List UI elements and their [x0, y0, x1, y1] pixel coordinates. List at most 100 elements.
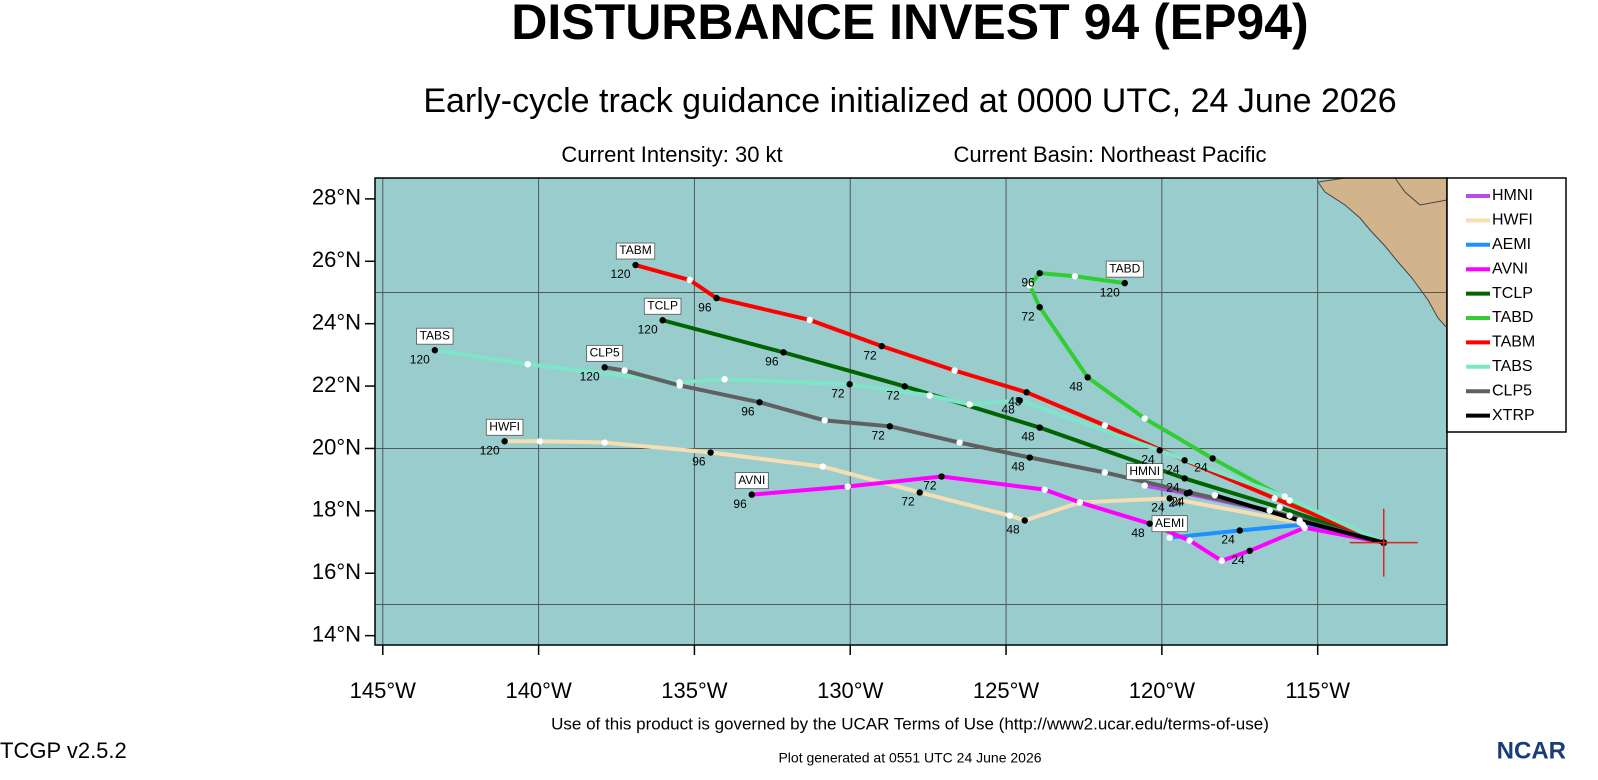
track-point	[821, 417, 828, 424]
hour-label: 48	[1131, 526, 1145, 540]
name-box	[416, 327, 454, 345]
name-box	[734, 472, 769, 490]
hour-label: 72	[923, 479, 937, 493]
track-point	[916, 489, 923, 496]
hour-label: 120	[1100, 285, 1120, 299]
track-point	[621, 367, 628, 374]
basin: Current Basin: Northeast Pacific	[953, 142, 1266, 167]
track-point	[1084, 374, 1091, 381]
hour-label: 48	[1011, 460, 1025, 474]
generated: Plot generated at 0551 UTC 24 June 2026	[778, 750, 1041, 766]
hour-label: 96	[733, 497, 747, 511]
hour-label: 72	[863, 348, 877, 362]
track-point	[659, 317, 666, 324]
track-line	[604, 365, 1385, 545]
y-tick-label: 16°N	[312, 559, 361, 584]
land	[1317, 177, 1448, 330]
name-box	[485, 418, 524, 436]
track-point	[1023, 389, 1030, 396]
track-point	[886, 423, 894, 430]
track-point	[1036, 269, 1043, 277]
y-tick-label: 18°N	[312, 497, 361, 522]
intensity: Current Intensity: 30 kt	[561, 142, 782, 167]
hour-label: 72	[871, 428, 885, 442]
hour-label: 72	[1021, 309, 1035, 323]
hour-label: 96	[698, 300, 712, 314]
hour-label: 120	[410, 352, 430, 366]
track-point	[524, 361, 531, 368]
track-point	[806, 316, 813, 324]
hour-label: 96	[741, 404, 755, 418]
track-point	[1026, 454, 1033, 461]
name-label: TABM	[619, 243, 651, 257]
hour-label: 72	[886, 389, 900, 403]
hour-label: 72	[901, 495, 915, 509]
track-point	[1036, 303, 1043, 311]
legend-label: TABD	[1492, 309, 1533, 326]
ocean	[375, 178, 1447, 645]
track-point	[713, 294, 720, 302]
x-tick-label: 125°W	[973, 678, 1040, 703]
track-point	[501, 438, 508, 445]
track-point	[844, 483, 851, 490]
legend-label: AEMI	[1492, 236, 1531, 253]
name-label: TCLP	[647, 298, 678, 312]
track-point	[1071, 273, 1079, 280]
track-point	[846, 381, 853, 388]
name-label: TABS	[420, 328, 450, 342]
x-tick-label: 135°W	[661, 678, 728, 703]
track-point	[1121, 279, 1128, 287]
hour-label: 24	[1141, 453, 1155, 467]
legend-entries: HMNI HWFI AEMI AVNI TCLP TABD TABM TABS CLP5 XTRP	[1466, 187, 1535, 424]
track-point	[1026, 282, 1033, 289]
track-point	[1181, 457, 1188, 464]
overlay	[1349, 508, 1418, 577]
track-point	[1181, 475, 1188, 482]
name-box	[643, 297, 682, 315]
track-point	[756, 399, 763, 406]
legend-label: HWFI	[1492, 212, 1533, 229]
track-point	[1041, 486, 1048, 493]
hour-label: 120	[638, 322, 658, 336]
hour-label: 48	[1021, 430, 1035, 444]
hour-label: 24	[1166, 462, 1180, 476]
track-point	[1006, 512, 1013, 519]
track-point	[1236, 527, 1243, 534]
track-point	[721, 376, 728, 383]
track-point	[956, 439, 963, 446]
track-point	[1296, 517, 1303, 524]
y-tick-label: 26°N	[312, 247, 361, 272]
hour-label: 48	[1069, 380, 1083, 394]
name-label: AVNI	[738, 473, 765, 487]
hour-label: 48	[1006, 523, 1020, 537]
hour-label: 72	[831, 386, 845, 400]
legend-label: HMNI	[1492, 187, 1533, 204]
track-point	[1186, 537, 1193, 544]
track-point	[1021, 517, 1028, 524]
track-point	[1101, 469, 1109, 476]
track-line	[504, 439, 1385, 545]
hour-label: 24	[1166, 481, 1180, 495]
track-point	[536, 438, 544, 445]
x-tick-label: 140°W	[505, 678, 572, 703]
track-point	[1166, 495, 1173, 502]
x-tick-label: 120°W	[1129, 678, 1196, 703]
version: TCGP v2.5.2	[0, 738, 127, 763]
track-point	[1286, 497, 1293, 504]
legend-label: TCLP	[1492, 285, 1533, 302]
track-point	[1211, 492, 1219, 499]
y-tick-label: 28°N	[312, 185, 361, 210]
track-point	[1218, 557, 1225, 564]
title: DISTURBANCE INVEST 94 (EP94)	[511, 0, 1308, 50]
legend-label: CLP5	[1492, 382, 1532, 399]
name-label: HWFI	[489, 419, 520, 433]
track-point	[938, 473, 945, 480]
border-line	[1394, 177, 1448, 206]
track-point	[1271, 495, 1278, 502]
legend-label: TABM	[1492, 334, 1535, 351]
track-point	[676, 382, 683, 389]
track-point	[1186, 489, 1193, 496]
name-label: CLP5	[590, 346, 620, 360]
hour-label: 120	[610, 267, 630, 281]
